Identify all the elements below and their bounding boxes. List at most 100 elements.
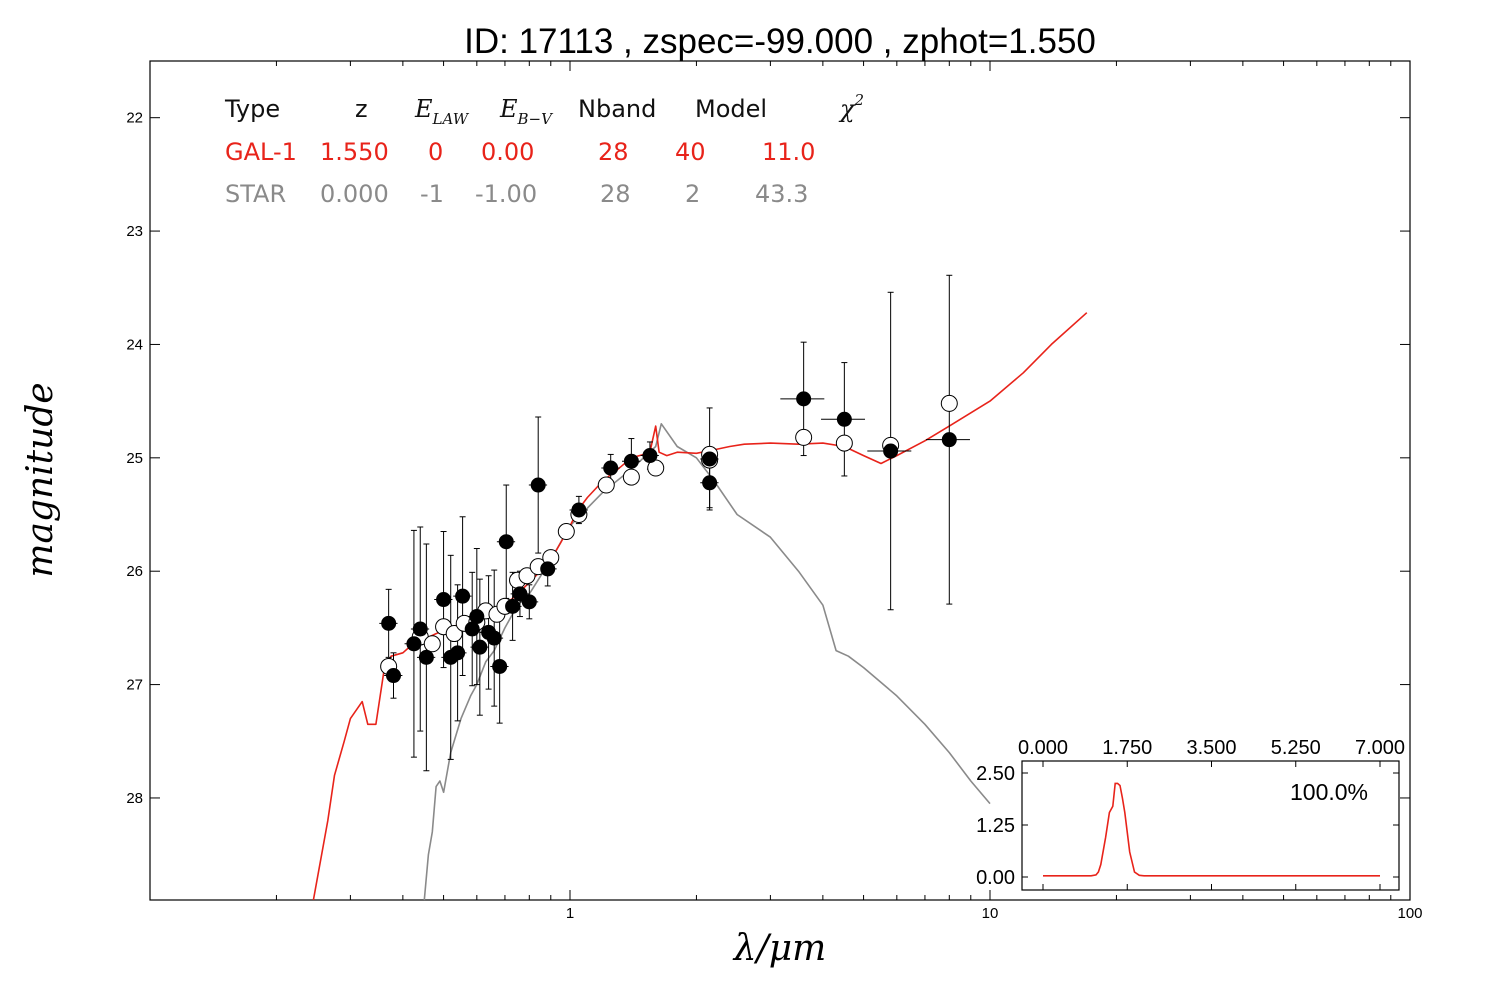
header-model: Model [695, 95, 767, 123]
header-elaw-sub: LAW [432, 110, 470, 128]
observed-point [472, 639, 488, 655]
inset-annotation: 100.0% [1290, 779, 1368, 805]
x-axis-label: λ/μm [732, 928, 826, 969]
header-z: z [355, 95, 368, 123]
star-type: STAR [225, 180, 286, 208]
header-elaw-symbol: E [414, 95, 433, 123]
model-points [380, 394, 958, 675]
inset-x-tick-label: 5.250 [1271, 737, 1321, 759]
model-point [423, 635, 441, 653]
observed-point [642, 448, 658, 464]
header-chi2-symbol: χ [838, 95, 856, 123]
header-ebv-symbol: E [499, 95, 518, 123]
observed-point [571, 502, 587, 518]
inset-x-tick-label: 0.000 [1018, 737, 1068, 759]
observed-point [464, 621, 480, 637]
observed-point [883, 443, 899, 459]
observed-point [530, 477, 546, 493]
y-axis-label: magnitude [20, 382, 61, 577]
pdz-line [1043, 782, 1380, 877]
star-chi2: 43.3 [755, 180, 808, 208]
plot-frame [149, 60, 1411, 901]
observed-point [381, 615, 397, 631]
inset-y-tick-label: 1.25 [976, 815, 1015, 837]
header-nband: Nband [578, 95, 656, 123]
observed-point [455, 588, 471, 604]
inset-x-tick-label: 3.500 [1186, 737, 1236, 759]
observed-point [469, 609, 485, 625]
observed-point [623, 453, 639, 469]
table-row-star: STAR 0.000 -1 -1.00 28 2 43.3 [225, 180, 808, 208]
observed-point [540, 561, 556, 577]
observed-point [836, 411, 852, 427]
sed-curves [312, 312, 1088, 901]
model-point [795, 428, 813, 446]
observed-point [492, 658, 508, 674]
inset-y-tick-label: 2.50 [976, 763, 1015, 785]
star-elaw: -1 [420, 180, 444, 208]
inset-x-tick-label: 7.000 [1355, 737, 1405, 759]
x-tick-label: 100 [1397, 905, 1422, 922]
observed-point [521, 594, 537, 610]
star-ebv: -1.00 [475, 180, 537, 208]
observed-point [505, 598, 521, 614]
header-ebv-sub: B−V [517, 110, 555, 128]
gal-z: 1.550 [320, 138, 389, 166]
y-tick-label: 27 [126, 677, 143, 694]
model-point [597, 476, 615, 494]
inset-frame [1021, 760, 1400, 891]
y-tick-label: 26 [126, 563, 143, 580]
observed-point [603, 460, 619, 476]
observed-points [381, 391, 957, 684]
info-table: Type z ELAW EB−V Nband Model χ2 GAL-1 1.… [224, 91, 864, 208]
model-point [622, 468, 640, 486]
observed-point [796, 391, 812, 407]
gal-chi2: 11.0 [762, 138, 815, 166]
header-chi2-sup: 2 [854, 91, 865, 109]
header-type: Type [224, 95, 280, 123]
observed-point [386, 668, 402, 684]
gal-model: 40 [675, 138, 706, 166]
table-row-gal: GAL-1 1.550 0 0.00 28 40 11.0 [225, 138, 815, 166]
observed-point [412, 621, 428, 637]
observed-point [498, 534, 514, 550]
gal-nband: 28 [598, 138, 629, 166]
gal-type: GAL-1 [225, 138, 297, 166]
observed-point [450, 645, 466, 661]
gal-elaw: 0 [428, 138, 443, 166]
observed-point [702, 475, 718, 491]
observed-point [486, 630, 502, 646]
model-point [835, 434, 853, 452]
gal-ebv: 0.00 [481, 138, 534, 166]
header-elaw: ELAW [414, 95, 470, 128]
header-ebv: EB−V [499, 95, 554, 128]
galaxy-template-line [312, 312, 1088, 901]
y-tick-label: 28 [126, 790, 143, 807]
observed-point [436, 592, 452, 608]
star-model: 2 [685, 180, 700, 208]
observed-point [702, 451, 718, 467]
model-point [518, 567, 536, 585]
header-chi2: χ2 [838, 91, 864, 123]
observed-point [941, 432, 957, 448]
model-point [940, 394, 958, 412]
x-tick-label: 1 [566, 905, 574, 922]
inset-x-tick-label: 1.750 [1102, 737, 1152, 759]
model-point [557, 523, 575, 541]
y-tick-label: 25 [126, 450, 143, 467]
y-tick-label: 22 [126, 110, 143, 127]
star-template-line [423, 422, 991, 901]
y-tick-label: 24 [126, 336, 143, 353]
observed-point [418, 649, 434, 665]
model-point [445, 625, 463, 643]
y-tick-label: 23 [126, 223, 143, 240]
star-nband: 28 [600, 180, 631, 208]
star-z: 0.000 [320, 180, 389, 208]
pdz-inset: 100.0% 0.000 1.750 3.500 5.250 7.000 2.50 1.25… [976, 737, 1405, 891]
inset-y-tick-label: 0.00 [976, 867, 1015, 889]
error-bars [379, 274, 970, 772]
x-tick-label: 10 [982, 905, 999, 922]
chart-title: ID: 17113 , zspec=-99.000 , zphot=1.550 [464, 22, 1096, 61]
